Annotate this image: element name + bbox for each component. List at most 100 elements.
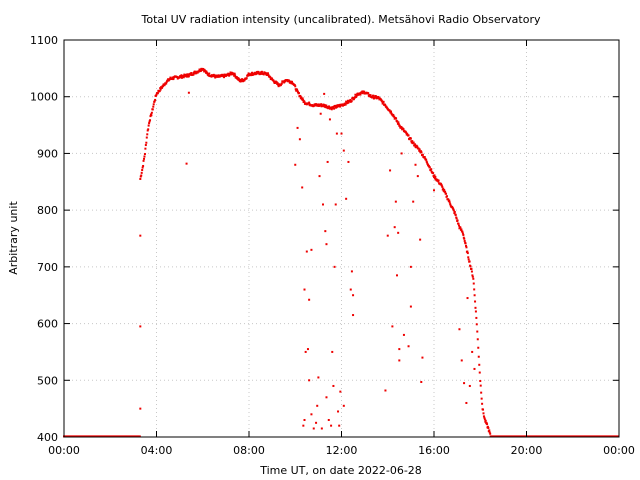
data-point — [152, 103, 155, 106]
data-point — [185, 75, 188, 78]
data-point — [352, 314, 355, 317]
data-point — [344, 103, 347, 106]
data-point — [416, 175, 419, 178]
data-point — [414, 163, 417, 166]
data-point — [381, 102, 384, 105]
y-tick-labels: 400 500 600 700 800 900 1000 1100 — [30, 34, 58, 444]
data-point — [420, 150, 423, 153]
data-point — [423, 156, 426, 159]
data-point — [139, 407, 142, 410]
data-point — [486, 423, 489, 426]
data-point — [480, 397, 483, 400]
data-point — [363, 90, 366, 93]
data-point — [375, 95, 378, 98]
data-point — [150, 111, 153, 114]
x-tick-label: 00:00 — [603, 444, 635, 457]
data-point — [333, 265, 336, 268]
data-point — [412, 141, 415, 144]
data-point — [477, 355, 480, 358]
data-point — [301, 186, 304, 189]
data-point — [140, 171, 143, 174]
data-point — [320, 427, 323, 430]
data-point — [148, 122, 151, 125]
data-point — [482, 408, 485, 411]
data-point — [359, 93, 362, 96]
data-point — [460, 359, 463, 362]
data-point — [456, 219, 459, 222]
data-point — [339, 390, 342, 393]
data-point — [428, 166, 431, 169]
data-point — [369, 94, 372, 97]
data-point — [139, 234, 142, 237]
y-tick-label: 800 — [37, 204, 58, 217]
data-point — [434, 175, 437, 178]
data-point — [272, 79, 275, 82]
data-point — [182, 76, 185, 79]
data-point — [323, 92, 326, 95]
data-point — [400, 152, 403, 155]
data-point — [406, 132, 409, 135]
data-point — [466, 297, 469, 300]
x-tick-label: 16:00 — [418, 444, 450, 457]
data-point — [259, 72, 262, 75]
data-point — [361, 92, 364, 95]
data-point — [334, 104, 337, 107]
data-point — [306, 348, 309, 351]
data-point — [414, 143, 417, 146]
data-point — [447, 198, 450, 201]
data-point — [331, 350, 334, 353]
data-point — [466, 250, 469, 253]
x-tick-label: 20:00 — [511, 444, 543, 457]
data-point — [327, 107, 330, 110]
data-point — [267, 73, 270, 76]
data-point — [384, 104, 387, 107]
data-point — [318, 175, 321, 178]
data-point — [266, 72, 269, 75]
data-point — [349, 288, 352, 291]
data-point — [355, 94, 358, 97]
data-point — [463, 237, 466, 240]
data-point — [395, 117, 398, 120]
data-point — [474, 306, 477, 309]
data-point — [382, 100, 385, 103]
data-point — [411, 140, 414, 143]
x-tick-label: 08:00 — [233, 444, 265, 457]
data-point — [384, 389, 387, 392]
data-point — [325, 396, 328, 399]
data-point — [291, 80, 294, 83]
data-point — [418, 148, 421, 151]
data-point — [482, 412, 485, 415]
data-point — [487, 427, 490, 429]
data-point — [279, 84, 282, 87]
data-point — [461, 230, 464, 233]
data-point — [145, 141, 148, 144]
data-point — [485, 421, 488, 424]
data-point — [143, 155, 146, 158]
data-point — [147, 128, 150, 131]
data-point — [389, 169, 392, 172]
data-point — [325, 104, 328, 107]
data-point — [198, 68, 201, 71]
data-point — [448, 201, 451, 204]
data-point — [484, 419, 487, 422]
data-point — [302, 424, 305, 427]
data-point — [315, 421, 318, 424]
data-point — [300, 96, 303, 99]
data-point — [429, 169, 432, 172]
data-point — [416, 145, 419, 148]
data-point — [448, 199, 451, 202]
data-point — [140, 174, 143, 177]
data-point — [472, 277, 475, 280]
data-point — [159, 87, 162, 90]
data-point — [409, 305, 412, 308]
data-point — [151, 108, 154, 111]
data-point — [441, 185, 444, 188]
data-point — [347, 101, 350, 104]
data-point — [389, 110, 392, 113]
data-point — [208, 72, 211, 75]
data-point — [192, 71, 195, 74]
data-point — [617, 435, 620, 438]
data-point — [433, 189, 435, 192]
data-point — [142, 159, 145, 162]
